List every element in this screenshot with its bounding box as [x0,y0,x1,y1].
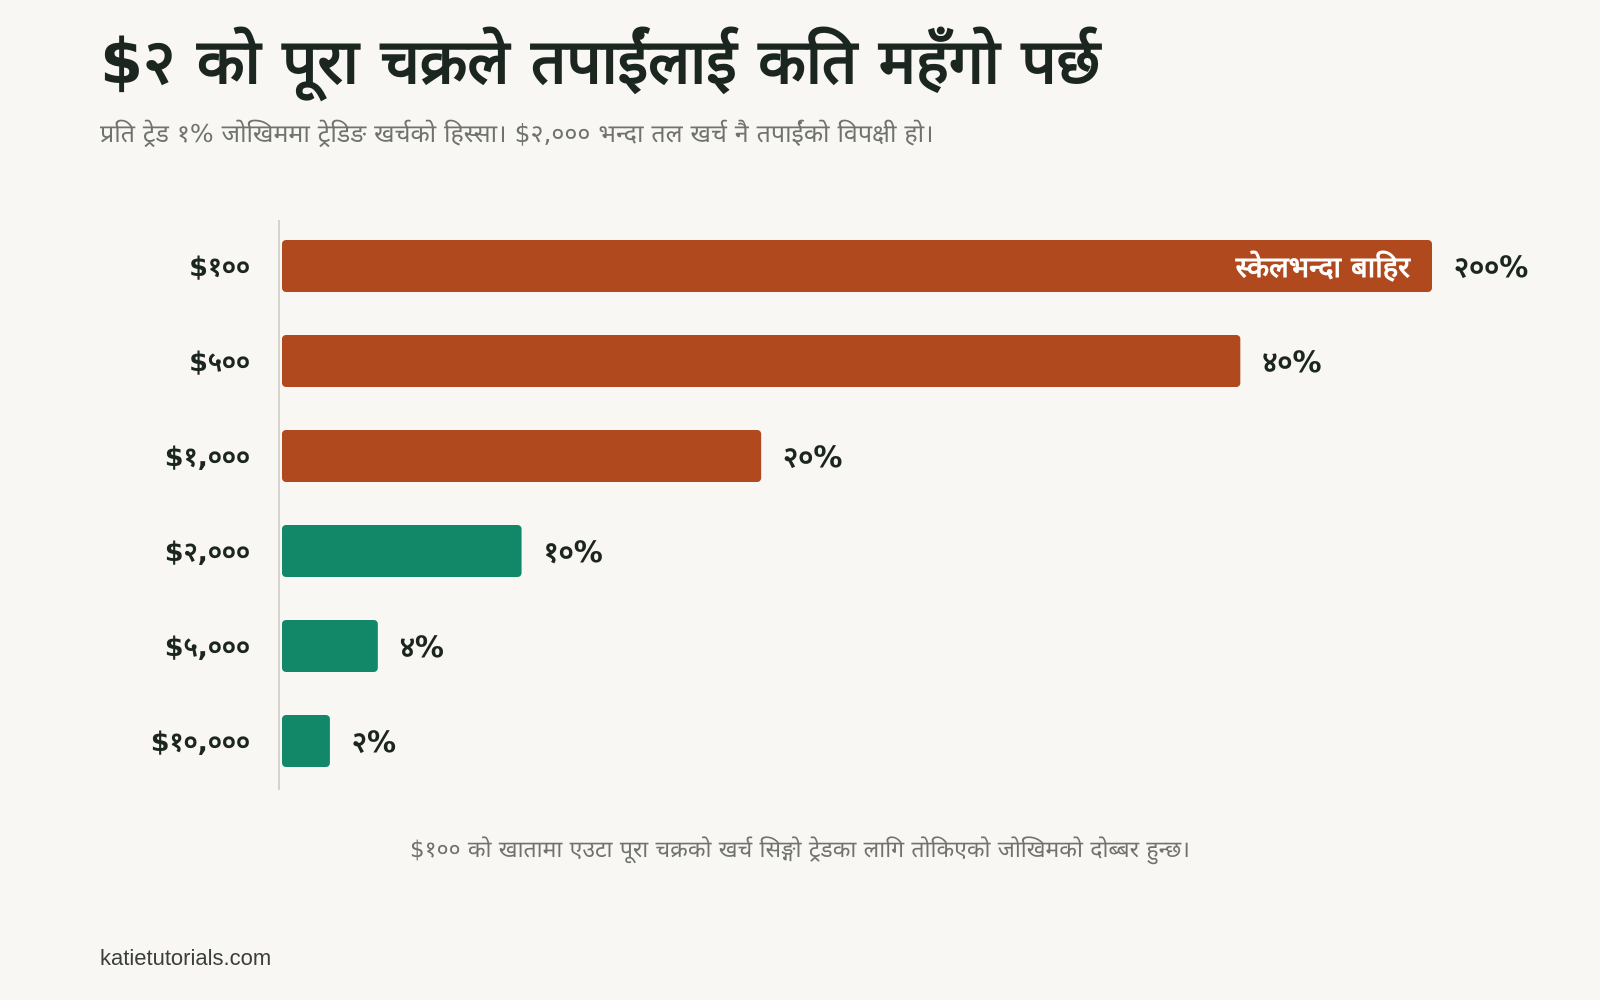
category-label: $२,००० [165,537,250,568]
bar [282,525,522,577]
off-scale-label: स्केलभन्दा बाहिर [1235,250,1412,284]
category-label: $१,००० [165,442,250,473]
bar [282,430,762,482]
value-label: ४०% [1262,345,1321,379]
category-label: $५,००० [165,632,250,663]
chart-subtitle: प्रति ट्रेड १% जोखिममा ट्रेडिङ खर्चको हि… [100,119,934,148]
bar [282,715,330,767]
category-label: $५०० [189,347,250,378]
value-label: २% [352,725,396,759]
chart-footnote: $१०० को खातामा एउटा पूरा चक्रको खर्च सिङ… [410,837,1190,863]
category-label: $१०० [189,252,250,283]
category-label: $१०,००० [151,727,250,758]
bar [282,620,378,672]
source-credit: katietutorials.com [100,945,272,970]
value-label: १०% [544,535,603,569]
value-label: ४% [400,630,444,664]
chart-title: $२ को पूरा चक्रले तपाईंलाई कति महँगो पर्… [100,25,1101,98]
bar [282,335,1241,387]
value-label: २०% [783,440,842,474]
value-label: २००% [1454,250,1528,284]
bar [282,240,1432,292]
